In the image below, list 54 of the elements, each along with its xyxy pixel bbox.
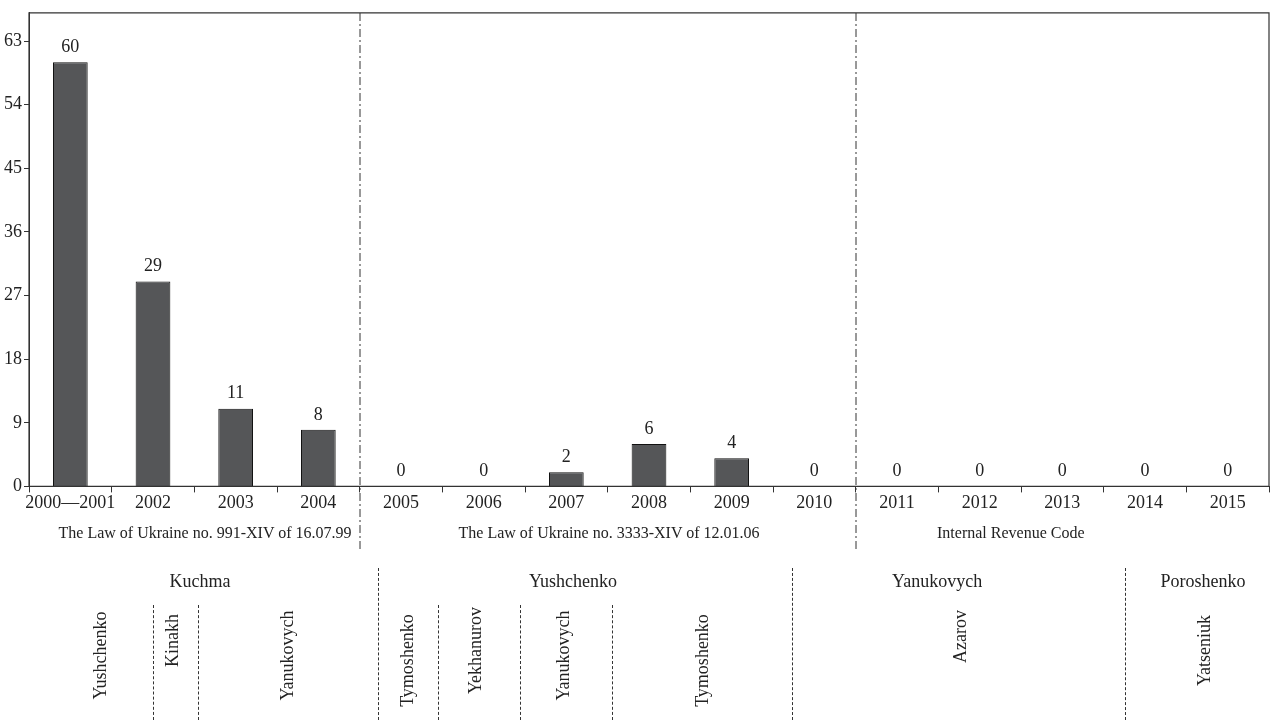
x-tick-label: 2007 [548, 491, 585, 512]
text: Yekhanurov [464, 606, 486, 694]
data-label: 0 [1223, 460, 1233, 481]
data-label: 6 [644, 417, 654, 438]
x-tick-label: 2006 [465, 491, 502, 512]
x-tick-label: 2002 [135, 491, 171, 512]
data-label: 11 [226, 382, 245, 403]
text: The Law of Ukraine no. 3333-XIV of 12.01.06 [458, 524, 760, 542]
text: The Law of Ukraine no. 991-XIV of 16.07.99 [58, 524, 352, 542]
data-label: 0 [1140, 460, 1150, 481]
data-label: 0 [396, 460, 406, 481]
data-label: 2 [561, 446, 571, 466]
y-tick-label: 63 [4, 29, 22, 50]
x-tick-label: 2010 [796, 491, 833, 512]
data-label: 4 [727, 431, 737, 452]
y-tick-label: 27 [4, 284, 22, 305]
y-tick-label: 45 [4, 157, 22, 178]
x-tick-label: 2009 [713, 491, 750, 512]
data-label: 0 [892, 460, 902, 481]
text: Internal Revenue Code [937, 524, 1085, 542]
y-tick-label: 0 [13, 475, 22, 496]
text: Yushchenko [529, 570, 617, 592]
data-label: 29 [144, 255, 162, 276]
data-label: 0 [975, 460, 985, 481]
y-tick-label: 54 [4, 93, 22, 114]
x-tick-label: 2014 [1127, 491, 1163, 512]
text: Azarov [949, 609, 971, 663]
x-tick-label: 2005 [383, 491, 419, 512]
text: Tymoshenko [691, 613, 713, 707]
data-label: 0 [1057, 460, 1067, 481]
text: Poroshenko [1160, 570, 1246, 592]
text: Kuchma [169, 570, 231, 592]
text: Kinakh [161, 613, 183, 667]
x-tick-label: 2004 [300, 491, 337, 512]
text: Yatseniuk [1193, 614, 1215, 686]
x-tick-label: 2003 [217, 491, 254, 512]
data-label: 0 [809, 460, 819, 481]
data-label: 60 [61, 36, 80, 57]
x-tick-label: 2011 [879, 491, 915, 512]
x-tick-label: 2012 [961, 491, 998, 512]
x-tick-label: 2008 [631, 491, 667, 512]
text: Yanukovych [552, 609, 574, 701]
data-label: 8 [313, 403, 323, 424]
y-tick-label: 18 [4, 347, 22, 368]
text: Yanukovych [892, 570, 983, 592]
y-tick-label: 9 [13, 411, 22, 432]
x-tick-label: 2000—2001 [25, 491, 116, 512]
text: Yushchenko [89, 611, 111, 699]
y-tick-label: 36 [4, 220, 22, 241]
text: Yanukovych [276, 609, 298, 701]
x-tick-label: 2013 [1044, 491, 1081, 512]
text: Tymoshenko [396, 613, 418, 707]
x-tick-label: 2015 [1209, 491, 1246, 512]
data-label: 0 [479, 460, 489, 481]
